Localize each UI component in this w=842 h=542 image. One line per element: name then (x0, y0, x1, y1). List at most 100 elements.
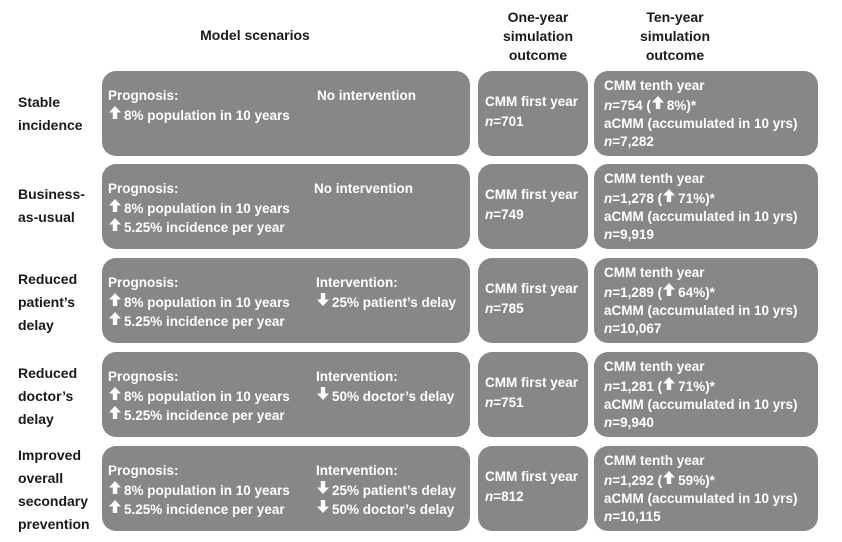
n-italic: n (485, 207, 494, 222)
cmm-first-year-n: n=812 (485, 487, 524, 506)
one-year-box: CMM first year n=785 (478, 258, 588, 343)
header-one-year: One-year simulation outcome (478, 8, 598, 65)
scenario-box: Prognosis: 8% population in 10 years 5.25%… (102, 164, 470, 249)
cmm-first-year-n: n=701 (485, 112, 524, 131)
prognosis-title: Prognosis: (108, 181, 179, 196)
acmm-value: =10,115 (612, 509, 661, 524)
acmm-n: n=9,919 (604, 225, 654, 244)
ten-year-box: CMM tenth year n=1,281 (71%)* aCMM (accumu… (594, 352, 818, 437)
cmm-first-year-title: CMM first year (485, 469, 579, 484)
intervention-title: No intervention (314, 181, 414, 196)
prognosis-title: Prognosis: (108, 463, 179, 478)
n-italic: n (604, 98, 613, 113)
row-label-line: delay (18, 411, 54, 427)
header-line: simulation (639, 28, 710, 44)
acmm-title: aCMM (accumulated in 10 yrs) (604, 491, 798, 506)
header-ten-year: Ten-year simulation outcome (605, 8, 745, 65)
prognosis-text: 5.25% incidence per year (124, 502, 285, 517)
intervention-title: Intervention: (316, 275, 398, 290)
row-label-line: incidence (18, 117, 83, 133)
intervention-item: 50% doctor’s delay (316, 386, 454, 406)
row-label-line: secondary (18, 493, 89, 509)
row-label: Improved overall secondary prevention (18, 444, 100, 536)
prognosis-item: 8% population in 10 years (108, 198, 290, 218)
up-arrow-icon (108, 198, 122, 213)
up-arrow-icon (108, 105, 122, 120)
acmm-n: n=7,282 (604, 132, 654, 151)
cmm-first-year-n: n=785 (485, 299, 524, 318)
n-italic: n (485, 395, 494, 410)
cmm-tenth-year-title: CMM tenth year (604, 453, 705, 468)
n-value: =1,292 ( (612, 473, 663, 488)
acmm-value: =9,919 (612, 227, 654, 242)
prognosis-text: 5.25% incidence per year (124, 314, 285, 329)
cmm-tenth-year-title: CMM tenth year (604, 171, 705, 186)
acmm-n: n=9,940 (604, 413, 654, 432)
one-year-box: CMM first year n=749 (478, 164, 588, 249)
prognosis-title: Prognosis: (108, 88, 179, 103)
row-label-line: Business- (18, 186, 85, 202)
up-arrow-icon (108, 292, 122, 307)
n-italic: n (604, 134, 613, 149)
down-arrow-icon (316, 292, 330, 307)
header-line: simulation (502, 28, 573, 44)
row-label: Reduced patient’s delay (18, 268, 100, 337)
n-italic: n (485, 301, 494, 316)
intervention-text: 25% patient’s delay (332, 295, 457, 310)
row-label-line: Reduced (18, 365, 78, 381)
prognosis-item: 5.25% incidence per year (108, 499, 285, 519)
prognosis-item: 8% population in 10 years (108, 292, 290, 312)
up-arrow-icon (108, 480, 122, 495)
cmm-first-year-title: CMM first year (485, 187, 579, 202)
up-arrow-icon (662, 188, 676, 203)
ten-year-box: CMM tenth year n=1,278 (71%)* aCMM (accumu… (594, 164, 818, 249)
prognosis-text: 8% population in 10 years (124, 295, 290, 310)
acmm-title: aCMM (accumulated in 10 yrs) (604, 209, 798, 224)
percent-change: 8%)* (666, 98, 697, 113)
acmm-n: n=10,067 (604, 319, 661, 338)
row-label-line: doctor’s (18, 388, 74, 404)
n-italic: n (604, 415, 613, 430)
up-arrow-icon (108, 386, 122, 401)
scenario-box: Prognosis: 8% population in 10 years 5.25%… (102, 446, 470, 531)
intervention-title: No intervention (317, 88, 417, 103)
acmm-value: =10,067 (612, 321, 662, 336)
n-value: =749 (493, 207, 524, 222)
n-value: =751 (493, 395, 524, 410)
header-line: One-year (507, 9, 569, 25)
acmm-title: aCMM (accumulated in 10 yrs) (604, 116, 798, 131)
prognosis-title: Prognosis: (108, 369, 179, 384)
header-line: outcome (508, 47, 568, 63)
prognosis-text: 8% population in 10 years (124, 483, 290, 498)
acmm-title: aCMM (accumulated in 10 yrs) (604, 303, 798, 318)
acmm-value: =7,282 (612, 134, 654, 149)
down-arrow-icon (316, 386, 330, 401)
intervention-text: 50% doctor’s delay (332, 389, 455, 404)
one-year-box: CMM first year n=701 (478, 71, 588, 156)
prognosis-item: 5.25% incidence per year (108, 311, 285, 331)
up-arrow-icon (108, 311, 122, 326)
up-arrow-icon (108, 217, 122, 232)
n-value: =812 (493, 489, 524, 504)
scenario-box: Prognosis: 8% population in 10 years 5.25%… (102, 258, 470, 343)
prognosis-title: Prognosis: (108, 275, 179, 290)
prognosis-text: 5.25% incidence per year (124, 220, 285, 235)
row-label: Stable incidence (18, 91, 100, 137)
cmm-tenth-year-title: CMM tenth year (604, 78, 705, 93)
header-model-scenarios-text: Model scenarios (200, 27, 310, 43)
scenario-box: Prognosis: 8% population in 10 years 5.25%… (102, 352, 470, 437)
ten-year-box: CMM tenth year n=1,289 (64%)* aCMM (accumu… (594, 258, 818, 343)
acmm-n: n=10,115 (604, 507, 661, 526)
intervention-text: 25% patient’s delay (332, 483, 457, 498)
n-value: =754 ( (612, 98, 651, 113)
cmm-tenth-year-n: n=1,278 (71%)* (604, 188, 715, 208)
up-arrow-icon (651, 95, 665, 110)
cmm-tenth-year-title: CMM tenth year (604, 265, 705, 280)
one-year-box: CMM first year n=751 (478, 352, 588, 437)
n-italic: n (604, 191, 613, 206)
row-label-line: Reduced (18, 271, 78, 287)
cmm-tenth-year-title: CMM tenth year (604, 359, 705, 374)
cmm-tenth-year-n: n=754 ( 8%)* (604, 95, 696, 115)
ten-year-box: CMM tenth year n=1,292 (59%)* aCMM (accumu… (594, 446, 818, 531)
n-italic: n (604, 321, 613, 336)
